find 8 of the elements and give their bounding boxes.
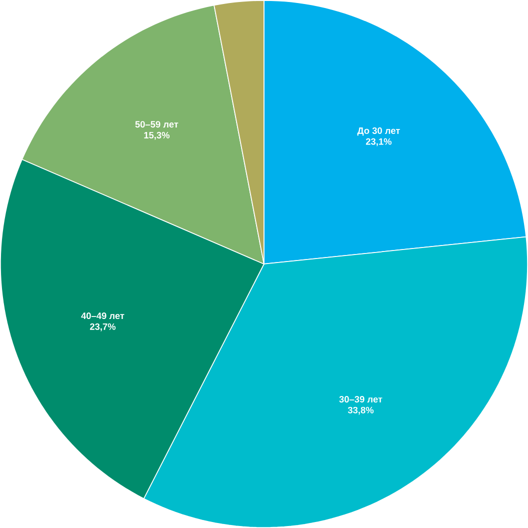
data-label: 23,1% [366,138,392,146]
slice-label: До 30 лет [357,127,400,136]
data-label: 15,3% [144,132,170,140]
slice-label: 30–39 лет [339,396,382,403]
data-label: 23,7% [90,323,116,332]
data-label: 33,8% [348,406,374,415]
slice-label: 50–59 лет [135,121,178,128]
slice-label: 40–49 лет [81,312,124,320]
